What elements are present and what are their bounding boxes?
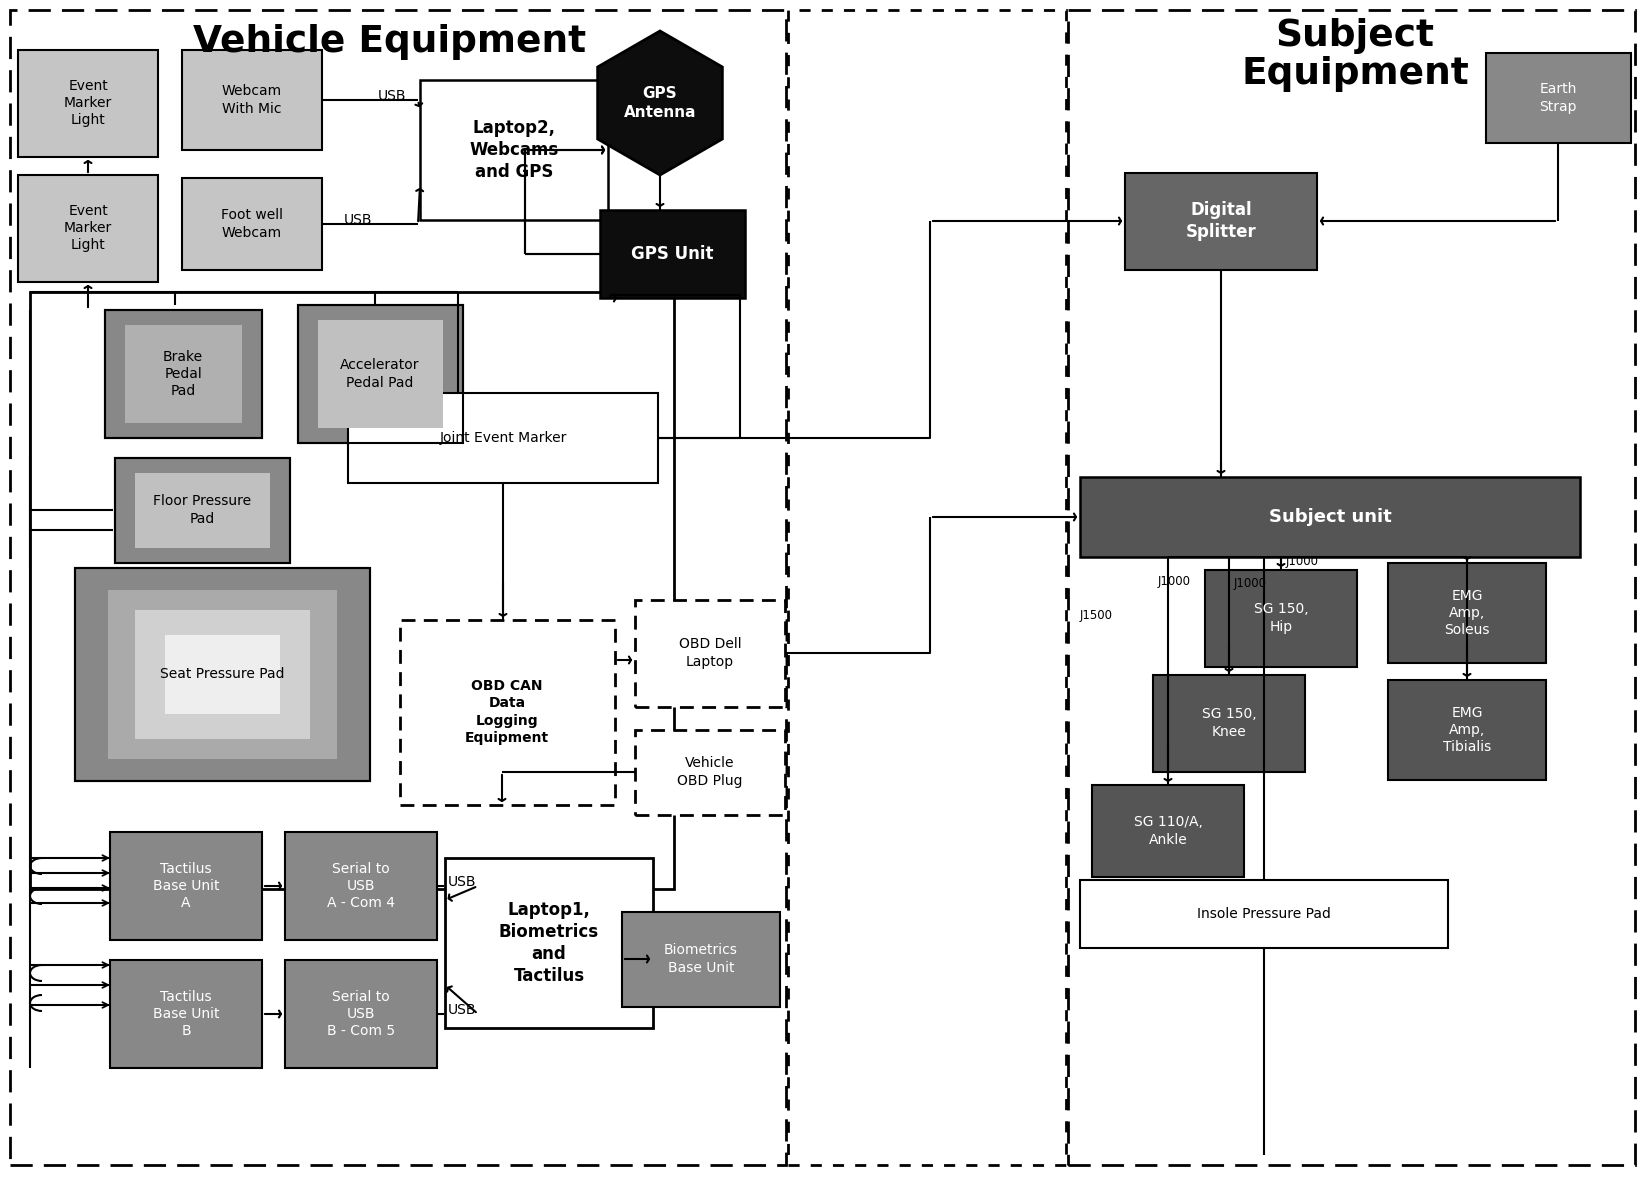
Text: USB: USB <box>448 1003 476 1017</box>
Text: Laptop1,
Biometrics
and
Tactilus: Laptop1, Biometrics and Tactilus <box>499 901 600 986</box>
Bar <box>1153 676 1304 772</box>
Text: EMG
Amp,
Soleus: EMG Amp, Soleus <box>1444 588 1491 638</box>
Bar <box>318 320 443 428</box>
Bar <box>1388 564 1547 663</box>
Bar <box>30 292 674 889</box>
Bar <box>10 9 786 1165</box>
Text: Floor Pressure
Pad: Floor Pressure Pad <box>153 494 250 526</box>
Text: Accelerator
Pedal Pad: Accelerator Pedal Pad <box>341 358 420 389</box>
Bar <box>600 210 744 298</box>
Bar <box>636 600 786 707</box>
Bar <box>125 325 242 423</box>
Bar <box>1388 680 1547 780</box>
Text: J1000: J1000 <box>1286 555 1319 568</box>
Bar <box>1486 53 1631 143</box>
Text: Event
Marker
Light: Event Marker Light <box>64 79 112 127</box>
Text: Webcam
With Mic: Webcam With Mic <box>222 85 282 116</box>
Text: Subject
Equipment: Subject Equipment <box>1242 19 1469 92</box>
Bar <box>18 174 158 282</box>
Text: SG 150,
Hip: SG 150, Hip <box>1253 602 1308 633</box>
Bar <box>400 620 614 805</box>
Bar <box>348 393 659 483</box>
Bar <box>1125 173 1318 270</box>
Bar <box>110 832 262 940</box>
Bar <box>420 80 608 220</box>
Bar <box>105 310 262 439</box>
Bar <box>636 730 786 815</box>
Bar <box>76 568 371 780</box>
Bar <box>1206 569 1357 667</box>
Bar <box>76 568 371 780</box>
Bar <box>135 610 310 739</box>
Text: Digital
Splitter: Digital Splitter <box>1186 200 1257 241</box>
Bar <box>623 913 781 1007</box>
Text: Serial to
USB
B - Com 5: Serial to USB B - Com 5 <box>328 989 395 1039</box>
Bar <box>115 457 290 564</box>
Bar <box>787 9 1066 1165</box>
Text: USB: USB <box>344 213 372 228</box>
Text: Event
Marker
Light: Event Marker Light <box>64 204 112 252</box>
Text: EMG
Amp,
Tibialis: EMG Amp, Tibialis <box>1443 706 1491 755</box>
Bar <box>183 50 323 150</box>
Text: J1000: J1000 <box>1234 577 1267 590</box>
Polygon shape <box>598 31 723 174</box>
Text: Insole Pressure Pad: Insole Pressure Pad <box>1197 907 1331 921</box>
Bar <box>115 457 290 564</box>
Text: Tactilus
Base Unit
A: Tactilus Base Unit A <box>153 862 219 910</box>
Text: Vehicle Equipment: Vehicle Equipment <box>193 24 586 60</box>
Bar <box>285 960 436 1068</box>
Bar <box>105 310 262 439</box>
Bar <box>298 305 463 443</box>
Text: Tactilus
Base Unit
B: Tactilus Base Unit B <box>153 989 219 1039</box>
Bar <box>285 832 436 940</box>
Text: Earth
Strap: Earth Strap <box>1540 83 1576 113</box>
Bar <box>445 858 652 1028</box>
Bar <box>1092 785 1243 877</box>
Text: USB: USB <box>448 875 476 889</box>
Text: Joint Event Marker: Joint Event Marker <box>440 432 567 444</box>
Text: USB: USB <box>379 88 407 103</box>
Text: Brake
Pedal
Pad: Brake Pedal Pad <box>163 350 203 399</box>
Bar <box>1067 9 1635 1165</box>
Bar <box>298 305 463 443</box>
Text: Laptop2,
Webcams
and GPS: Laptop2, Webcams and GPS <box>469 119 558 182</box>
Text: OBD CAN
Data
Logging
Equipment: OBD CAN Data Logging Equipment <box>464 679 548 745</box>
Text: Serial to
USB
A - Com 4: Serial to USB A - Com 4 <box>328 862 395 910</box>
Text: GPS Unit: GPS Unit <box>631 245 713 263</box>
Text: Biometrics
Base Unit: Biometrics Base Unit <box>664 943 738 975</box>
Text: J1500: J1500 <box>1080 608 1113 621</box>
Text: Vehicle
OBD Plug: Vehicle OBD Plug <box>677 757 743 788</box>
Text: GPS
Antenna: GPS Antenna <box>624 86 697 120</box>
Bar <box>165 635 280 714</box>
Text: J1000: J1000 <box>1158 575 1191 588</box>
Bar <box>1080 477 1579 556</box>
Bar <box>18 50 158 157</box>
Text: OBD Dell
Laptop: OBD Dell Laptop <box>679 638 741 668</box>
Bar <box>110 960 262 1068</box>
Text: SG 110/A,
Ankle: SG 110/A, Ankle <box>1133 816 1202 847</box>
Text: Subject unit: Subject unit <box>1268 508 1392 526</box>
Text: Seat Pressure Pad: Seat Pressure Pad <box>160 667 285 681</box>
Text: SG 150,
Knee: SG 150, Knee <box>1202 707 1257 739</box>
Bar <box>1080 880 1448 948</box>
Bar <box>183 178 323 270</box>
Bar <box>109 590 338 759</box>
Bar <box>135 473 270 548</box>
Text: Foot well
Webcam: Foot well Webcam <box>221 209 283 239</box>
